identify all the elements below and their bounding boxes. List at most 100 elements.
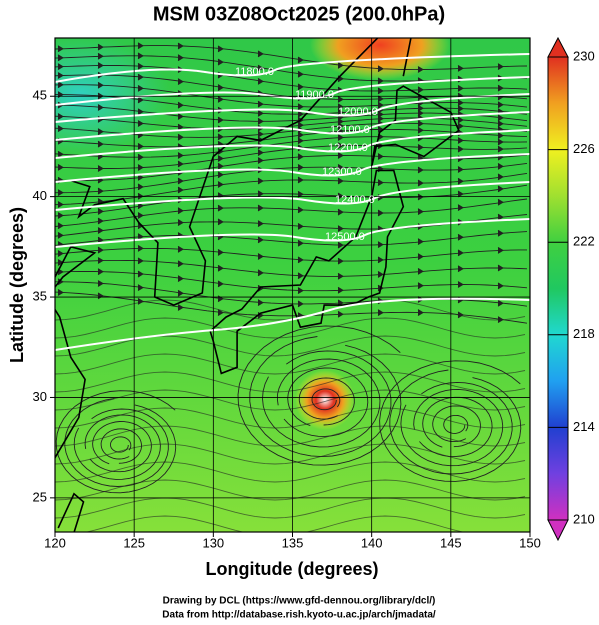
stream-arrow xyxy=(97,128,104,136)
stream-arrow xyxy=(217,309,224,316)
stream-arrow xyxy=(457,281,464,288)
stream-arrow xyxy=(497,198,504,206)
stream-arrow xyxy=(377,153,384,160)
stream-arrow xyxy=(377,115,384,123)
stream-arrow xyxy=(337,134,344,141)
contour-line xyxy=(55,153,530,183)
streamline xyxy=(55,317,526,339)
stream-arrow xyxy=(457,190,464,198)
stream-arrow xyxy=(217,95,224,103)
streamline xyxy=(55,247,527,262)
x-tick-label: 140 xyxy=(361,535,383,550)
coastline xyxy=(55,245,97,460)
streamline xyxy=(55,184,528,217)
stream-arrow xyxy=(97,246,104,254)
stream-arrow xyxy=(217,45,224,53)
stream-arrow xyxy=(337,142,344,149)
stream-arrow xyxy=(257,177,264,185)
streamline xyxy=(55,84,528,108)
stream-arrow xyxy=(137,73,144,81)
stream-arrow xyxy=(217,218,224,226)
streamline xyxy=(55,104,528,122)
stream-arrow xyxy=(497,246,504,254)
stream-arrow xyxy=(457,265,464,273)
contour-line xyxy=(55,111,530,141)
stream-arrow xyxy=(257,299,264,306)
stream-arrow xyxy=(97,217,104,225)
title: MSM 03Z08Oct2025 (200.0hPa) xyxy=(153,3,445,25)
stream-arrow xyxy=(377,77,384,85)
contour-label: 12200.0 xyxy=(328,142,368,154)
stream-arrow xyxy=(57,63,64,71)
streamline xyxy=(419,396,493,458)
stream-arrow xyxy=(97,257,104,264)
stream-arrow xyxy=(337,103,344,111)
stream-arrow xyxy=(57,278,64,286)
stream-arrow xyxy=(137,108,144,116)
contour-label: 12300.0 xyxy=(322,166,362,178)
stream-arrow xyxy=(417,179,424,187)
streamline xyxy=(55,461,526,483)
stream-arrow xyxy=(377,65,384,73)
stream-arrow xyxy=(377,87,384,95)
stream-arrow xyxy=(137,245,144,252)
stream-arrow xyxy=(177,123,184,131)
y-tick-label: 45 xyxy=(33,88,47,103)
stream-arrow xyxy=(297,287,304,294)
streamline xyxy=(55,353,526,375)
streamline xyxy=(400,388,504,467)
stream-arrow xyxy=(217,133,224,141)
streamline xyxy=(55,291,528,324)
stream-arrow xyxy=(57,45,64,53)
stream-arrow xyxy=(377,256,384,264)
streamline xyxy=(311,388,341,411)
contour-label: 12100.0 xyxy=(330,124,370,136)
stream-arrow xyxy=(217,84,224,91)
stream-arrow xyxy=(257,220,264,227)
stream-arrow xyxy=(497,84,504,92)
stream-arrow xyxy=(57,201,64,208)
stream-arrow xyxy=(417,166,424,174)
stream-arrow xyxy=(137,270,144,278)
stream-arrow xyxy=(457,64,464,72)
stream-arrow xyxy=(97,140,104,148)
contour-line xyxy=(55,53,530,83)
stream-arrow xyxy=(337,122,344,130)
stream-arrow xyxy=(57,81,64,89)
streamline xyxy=(100,428,142,464)
stream-arrow xyxy=(297,206,304,214)
typhoon-core xyxy=(295,370,355,430)
stream-arrow xyxy=(137,142,144,150)
contour-label: 12500.0 xyxy=(325,231,365,243)
stream-arrow xyxy=(177,260,184,268)
colorbar-tick-label: 226 xyxy=(573,141,595,156)
stream-arrow xyxy=(137,120,144,127)
stream-arrow xyxy=(177,219,184,226)
stream-arrow xyxy=(177,275,184,282)
streamline xyxy=(55,172,528,206)
stream-arrow xyxy=(217,249,224,256)
stream-arrow xyxy=(337,272,344,280)
streamline xyxy=(262,358,381,448)
contour-line xyxy=(55,218,530,248)
stream-arrow xyxy=(337,192,344,200)
y-tick-label: 35 xyxy=(33,288,47,303)
stream-arrow xyxy=(217,171,224,179)
streamline xyxy=(110,436,132,453)
streamline xyxy=(55,128,528,148)
stream-arrow xyxy=(417,120,424,128)
stream-arrow xyxy=(497,132,504,139)
stream-arrow xyxy=(97,268,104,276)
x-axis-label: Longitude (degrees) xyxy=(205,559,378,579)
stream-arrow xyxy=(177,186,184,194)
contour-line xyxy=(55,129,530,159)
stream-arrow xyxy=(457,84,464,92)
stream-arrow xyxy=(417,86,424,94)
stream-arrow xyxy=(297,121,304,129)
stream-arrow xyxy=(457,122,464,130)
stream-arrow xyxy=(457,116,464,124)
stream-arrow xyxy=(137,96,144,104)
stream-arrow xyxy=(417,144,424,151)
stream-arrow xyxy=(257,110,264,117)
